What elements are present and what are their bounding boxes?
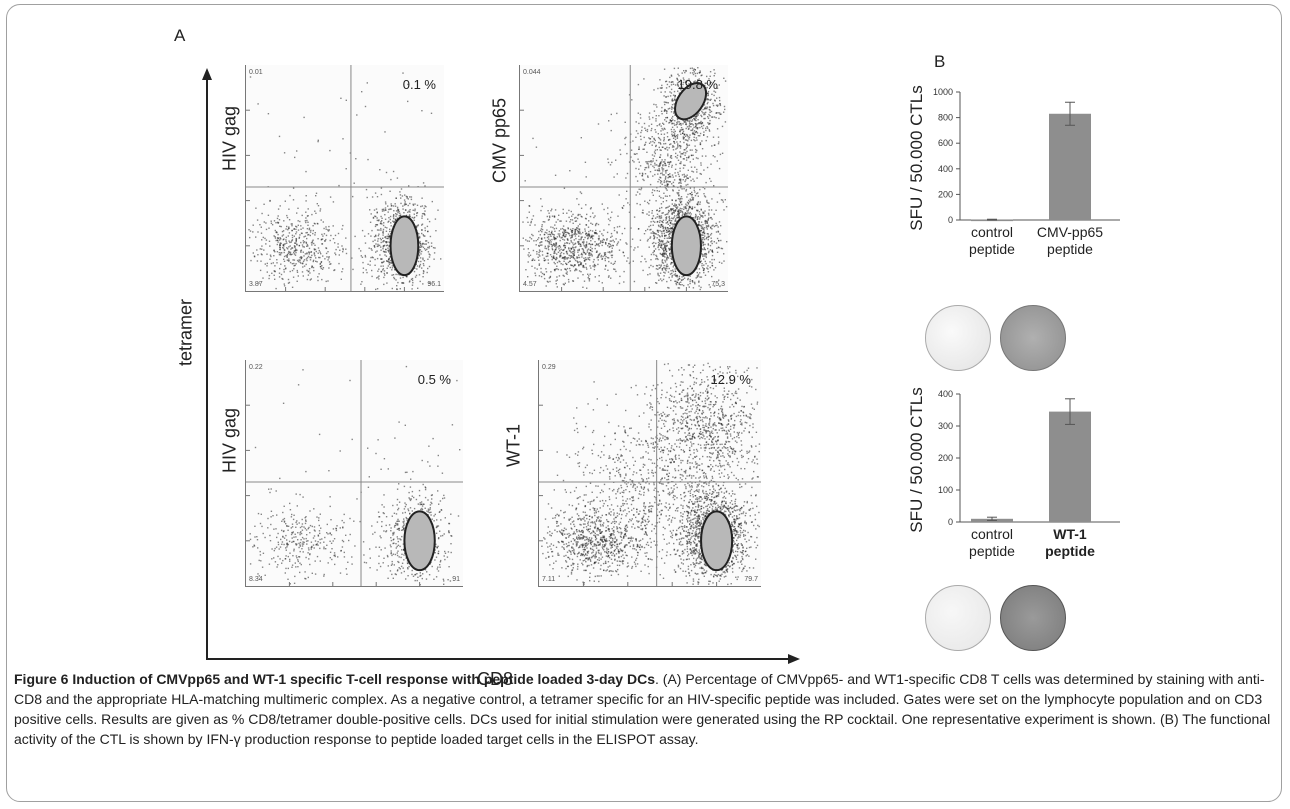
elispot-well-wt1 bbox=[1000, 585, 1066, 651]
elispot-well-cmv bbox=[1000, 305, 1066, 371]
population-core bbox=[672, 216, 701, 275]
panel-b-label: B bbox=[934, 52, 945, 72]
category-label: control peptide bbox=[947, 526, 1037, 560]
marker-label-hiv-gag-1: HIV gag bbox=[220, 99, 241, 179]
y-tick-label: 300 bbox=[938, 421, 953, 431]
category-label: CMV-pp65 peptide bbox=[1025, 224, 1115, 258]
flow-plot-cmv-pp65: 0.044 19.8 % 4.57 75.3 bbox=[519, 65, 728, 292]
double-positive-percent: 0.5 % bbox=[418, 372, 451, 387]
category-label: control peptide bbox=[947, 224, 1037, 258]
bar bbox=[1049, 412, 1091, 522]
quadrant-lr-value: 79.7 bbox=[744, 576, 758, 583]
figure-caption: Figure 6 Induction of CMVpp65 and WT-1 s… bbox=[14, 669, 1276, 749]
y-tick-label: 400 bbox=[938, 164, 953, 174]
quadrant-ll-value: 3.87 bbox=[249, 281, 263, 288]
population-core bbox=[701, 511, 732, 570]
elispot-well-control-2 bbox=[925, 585, 991, 651]
marker-label-cmv-pp65: CMV pp65 bbox=[490, 81, 511, 201]
quadrant-ll-value: 7.11 bbox=[542, 576, 555, 583]
y-tick-label: 1000 bbox=[933, 87, 953, 97]
flow-plot-hiv-gag-2: 0.22 0.5 % 8.34 91 bbox=[245, 360, 463, 587]
caption-title: Figure 6 Induction of CMVpp65 and WT-1 s… bbox=[14, 671, 655, 687]
flow-plot-hiv-gag-1: 0.01 0.1 % 3.87 96.1 bbox=[245, 65, 444, 292]
category-label: WT-1 peptide bbox=[1025, 526, 1115, 560]
flow-plot-wt-1: 0.29 12.9 % 7.11 79.7 bbox=[538, 360, 761, 587]
marker-label-hiv-gag-2: HIV gag bbox=[220, 401, 241, 481]
quadrant-ul-value: 0.22 bbox=[249, 364, 263, 371]
dot-plot bbox=[520, 65, 728, 291]
quadrant-ll-value: 4.57 bbox=[523, 281, 537, 288]
y-tick-label: 400 bbox=[938, 389, 953, 399]
y-tick-label: 600 bbox=[938, 138, 953, 148]
y-tick-label: 800 bbox=[938, 113, 953, 123]
elispot-well-control-1 bbox=[925, 305, 991, 371]
double-positive-percent: 0.1 % bbox=[403, 77, 436, 92]
dot-plot bbox=[539, 360, 761, 586]
population-core bbox=[404, 511, 434, 570]
bar bbox=[1049, 114, 1091, 220]
quadrant-ul-value: 0.044 bbox=[523, 69, 541, 76]
quadrant-ul-value: 0.29 bbox=[542, 364, 556, 371]
quadrant-lr-value: 91 bbox=[452, 576, 460, 583]
dot-plot bbox=[246, 65, 444, 291]
y-axis-label: tetramer bbox=[176, 293, 197, 373]
quadrant-ll-value: 8.34 bbox=[249, 576, 263, 583]
bar-chart-cmv: 0 200 400 600 800 1000 control peptide CMV-pp65… bbox=[920, 78, 1140, 308]
y-tick-label: 200 bbox=[938, 189, 953, 199]
quadrant-lr-value: 96.1 bbox=[427, 281, 441, 288]
dot-plot bbox=[246, 360, 463, 586]
y-tick-label: 100 bbox=[938, 485, 953, 495]
marker-label-wt-1: WT-1 bbox=[504, 406, 525, 486]
quadrant-ul-value: 0.01 bbox=[249, 69, 263, 76]
quadrant-lr-value: 75.3 bbox=[711, 281, 725, 288]
population-core bbox=[391, 216, 419, 275]
double-positive-percent: 12.9 % bbox=[711, 372, 751, 387]
double-positive-percent: 19.8 % bbox=[678, 77, 718, 92]
y-tick-label: 200 bbox=[938, 453, 953, 463]
bar-chart-wt1: 0 100 200 300 400 control peptide WT-1 peptide bbox=[920, 380, 1140, 610]
